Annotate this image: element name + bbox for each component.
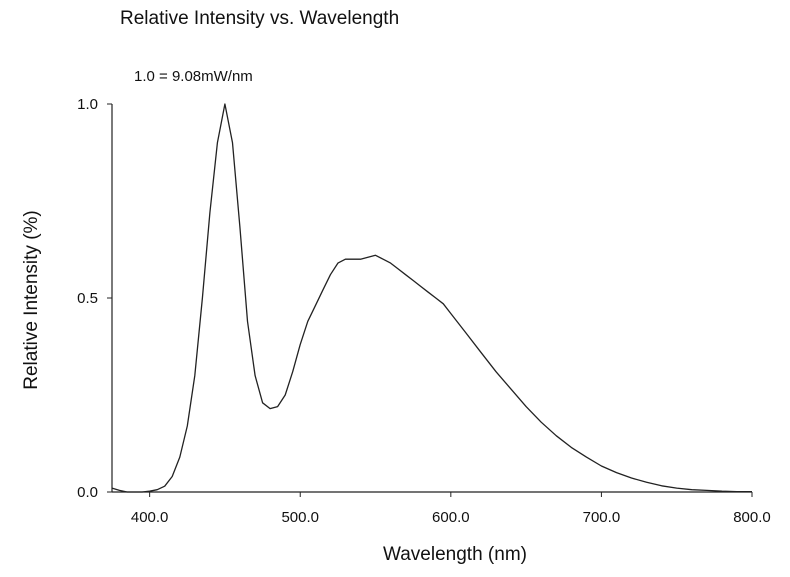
axes xyxy=(111,104,752,493)
scale-annotation: 1.0 = 9.08mW/nm xyxy=(134,68,253,85)
x-tick-label: 500.0 xyxy=(281,509,319,526)
series-group xyxy=(111,103,752,493)
x-axis-label: Wavelength (nm) xyxy=(383,544,527,565)
x-tick-label: 400.0 xyxy=(131,509,169,526)
x-tick-label: 800.0 xyxy=(733,509,771,526)
chart-title: Relative Intensity vs. Wavelength xyxy=(120,8,400,29)
series-line xyxy=(111,103,752,493)
x-tick-label: 700.0 xyxy=(583,509,621,526)
y-tick-label: 0.0 xyxy=(77,484,98,501)
y-tick-label: 0.5 xyxy=(77,290,98,307)
y-tick-label: 1.0 xyxy=(77,96,98,113)
ticks: 400.0 500.0 600.0 700.0 800.0 0.0 0.5 1.0 xyxy=(77,96,771,526)
x-tick-label: 600.0 xyxy=(432,509,470,526)
